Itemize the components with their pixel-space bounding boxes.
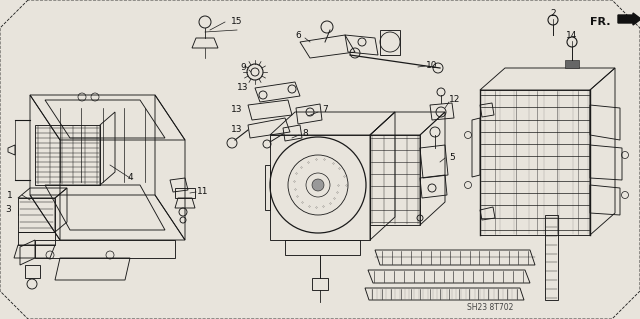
Text: 8: 8 xyxy=(302,129,308,137)
Text: 4: 4 xyxy=(127,174,133,182)
Text: 7: 7 xyxy=(322,106,328,115)
Text: 6: 6 xyxy=(295,31,301,40)
Text: SH23 8T702: SH23 8T702 xyxy=(467,303,513,313)
Text: 10: 10 xyxy=(426,61,438,70)
Text: 13: 13 xyxy=(237,84,249,93)
Text: FR.: FR. xyxy=(590,17,611,27)
Text: 14: 14 xyxy=(566,32,578,41)
Text: 12: 12 xyxy=(449,95,461,105)
Text: 1: 1 xyxy=(7,190,13,199)
Polygon shape xyxy=(565,60,579,68)
Text: 13: 13 xyxy=(231,106,243,115)
Text: 3: 3 xyxy=(5,205,11,214)
Text: 11: 11 xyxy=(197,188,209,197)
Text: 9: 9 xyxy=(240,63,246,72)
Text: 15: 15 xyxy=(231,18,243,26)
Text: 5: 5 xyxy=(449,153,455,162)
Text: 2: 2 xyxy=(550,10,556,19)
Circle shape xyxy=(312,179,324,191)
FancyArrow shape xyxy=(618,13,640,25)
Text: 13: 13 xyxy=(231,125,243,135)
